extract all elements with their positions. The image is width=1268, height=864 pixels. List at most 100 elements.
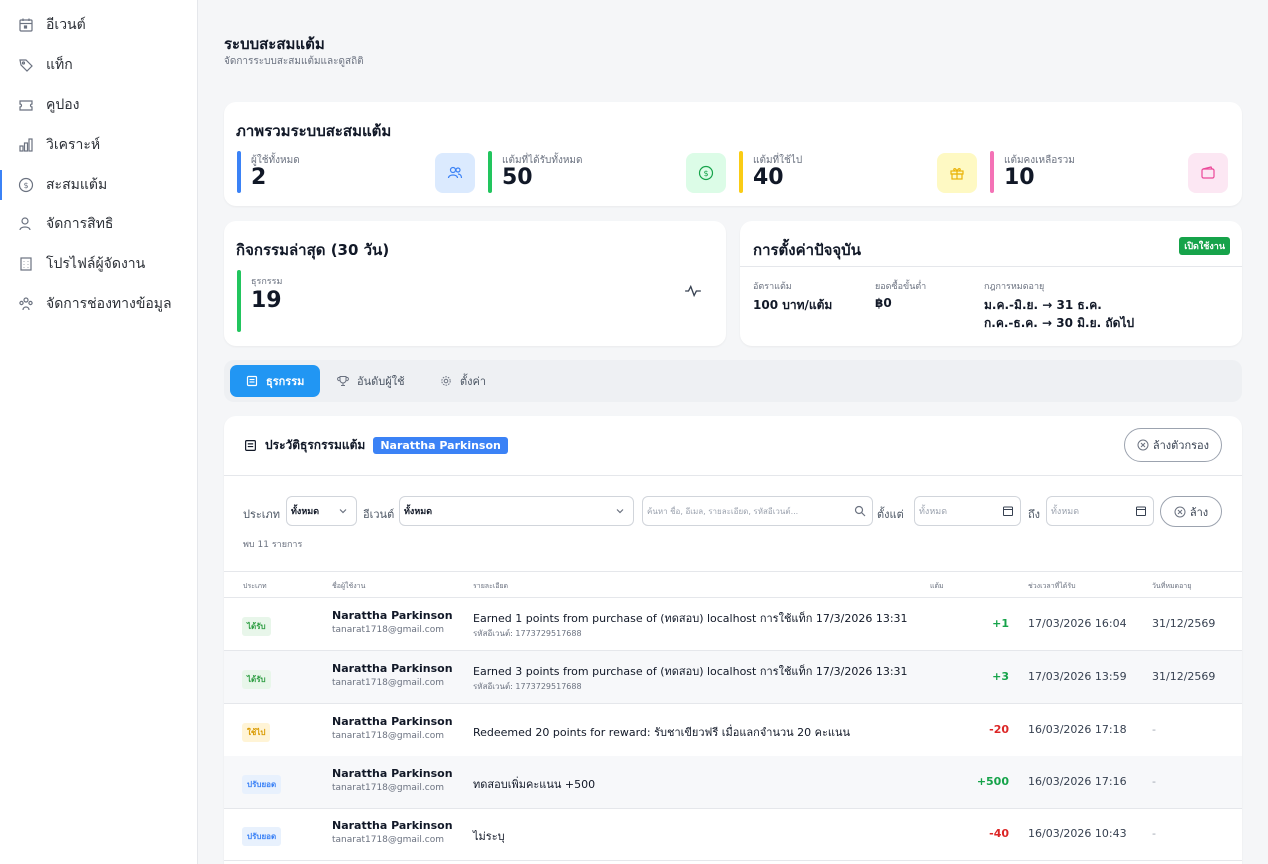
table-row[interactable]: ได้รับ Narattha Parkinson tanarat1718@gm…: [224, 651, 1242, 704]
user-name: Narattha Parkinson: [332, 609, 453, 622]
row-time: 16/03/2026 17:16: [1028, 775, 1127, 788]
stat-value: 2: [251, 165, 267, 190]
sidebar-item-events[interactable]: อีเวนต์: [0, 10, 197, 40]
row-description: Redeemed 20 points for reward: รับชาเขีย…: [473, 726, 851, 739]
tab-bar: ธุรกรรม อันดับผู้ใช้ ตั้งค่า: [224, 360, 1242, 402]
tag-icon: [19, 59, 33, 72]
row-expiry: -: [1152, 775, 1156, 788]
sidebar-item-label: โปรไฟล์ผู้จัดงาน: [46, 256, 146, 272]
event-filter-label: อีเวนต์: [363, 508, 395, 521]
close-circle-icon: [1137, 439, 1149, 451]
settings-title: การตั้งค่าปัจจุบัน: [753, 241, 861, 259]
type-badge: ปรับยอด: [242, 775, 282, 794]
clear-filters-button[interactable]: ล้างตัวกรอง: [1123, 428, 1222, 462]
row-description: ทดสอบเพิ่มคะแนน +500: [473, 778, 596, 791]
row-expiry: 31/12/2569: [1152, 670, 1216, 683]
type-badge: ได้รับ: [242, 670, 271, 689]
from-date-value: ทั้งหมด: [919, 507, 948, 517]
sidebar-item-points[interactable]: $ สะสมแต้ม: [0, 170, 197, 200]
row-expiry: -: [1152, 827, 1156, 840]
tab-label: ตั้งค่า: [460, 375, 487, 388]
sidebar-item-label: สะสมแต้ม: [46, 177, 108, 193]
expiry-rule-1: ม.ค.-มิ.ย. → 31 ธ.ค.: [984, 298, 1102, 312]
sidebar-item-data-channels[interactable]: จัดการช่องทางข้อมูล: [0, 289, 197, 319]
calendar-icon: [1136, 506, 1146, 516]
tab-transactions[interactable]: ธุรกรรม: [230, 365, 321, 397]
clear-button[interactable]: ล้าง: [1160, 496, 1222, 527]
stat-label: ผู้ใช้ทั้งหมด: [251, 155, 300, 166]
list-icon: [245, 440, 256, 451]
type-badge: ใช้ไป: [242, 723, 271, 742]
column-header: แต้ม: [930, 582, 944, 590]
user-name: Narattha Parkinson: [332, 767, 453, 780]
table-row[interactable]: ปรับยอด Narattha Parkinson tanarat1718@g…: [224, 808, 1242, 861]
ticket-icon: [19, 100, 33, 111]
chevron-down-icon: [616, 509, 624, 514]
column-header: ช่วงเวลาที่ได้รับ: [1028, 582, 1076, 590]
table-row[interactable]: ได้รับ Narattha Parkinson tanarat1718@gm…: [224, 598, 1242, 651]
sidebar-item-label: วิเคราะห์: [46, 137, 101, 153]
row-description: Earned 3 points from purchase of (ทดสอบ)…: [473, 665, 908, 678]
sidebar: อีเวนต์ แท็ก คูปอง วิเคราะห์ $ สะสมแต้ม …: [0, 0, 198, 864]
row-description: ไม่ระบุ: [473, 830, 505, 843]
row-points: +1: [992, 617, 1009, 630]
search-icon: [854, 505, 866, 517]
stat-points-earned: แต้มที่ได้รับทั้งหมด 50 $: [488, 149, 728, 195]
table-row[interactable]: ใช้ไป Narattha Parkinson tanarat1718@gma…: [224, 704, 1242, 757]
type-filter-label: ประเภท: [243, 508, 281, 521]
user-name: Narattha Parkinson: [332, 662, 453, 675]
row-description: Earned 1 points from purchase of (ทดสอบ)…: [473, 612, 908, 625]
page-title: ระบบสะสมแต้ม: [224, 35, 325, 53]
list-icon: [246, 375, 258, 387]
type-filter-select[interactable]: ทั้งหมด: [286, 496, 357, 526]
sidebar-item-organizer-profile[interactable]: โปรไฟล์ผู้จัดงาน: [0, 249, 197, 279]
result-count: พบ 11 รายการ: [243, 540, 303, 550]
status-badge: เปิดใช้งาน: [1179, 237, 1230, 255]
from-date-input[interactable]: ทั้งหมด: [914, 496, 1021, 526]
tab-leaderboard[interactable]: อันดับผู้ใช้: [321, 365, 421, 397]
rate-label: อัตราแต้ม: [753, 282, 792, 292]
clear-button-label: ล้าง: [1189, 505, 1209, 519]
column-header: วันที่หมดอายุ: [1152, 582, 1192, 590]
event-filter-value: ทั้งหมด: [404, 507, 433, 517]
sidebar-item-analytics[interactable]: วิเคราะห์: [0, 130, 197, 160]
stat-points-used: แต้มที่ใช้ไป 40: [739, 149, 979, 195]
row-expiry: 31/12/2569: [1152, 617, 1216, 630]
sidebar-item-label: แท็ก: [46, 57, 73, 73]
user-email: tanarat1718@gmail.com: [332, 731, 444, 741]
search-placeholder: ค้นหา ชื่อ, อีเมล, รายละเอียด, รหัสอีเวน…: [647, 506, 799, 516]
table-row[interactable]: ปรับยอด Narattha Parkinson tanarat1718@g…: [224, 756, 1242, 809]
expiry-rule-2: ก.ค.-ธ.ค. → 30 มิ.ย. ถัดไป: [984, 316, 1135, 330]
activity-icon: [685, 284, 701, 298]
settings-card: การตั้งค่าปัจจุบัน เปิดใช้งาน อัตราแต้ม …: [740, 221, 1242, 346]
to-date-input[interactable]: ทั้งหมด: [1046, 496, 1154, 526]
sidebar-item-tags[interactable]: แท็ก: [0, 50, 197, 80]
row-points: +500: [976, 775, 1009, 788]
user-icon: [19, 217, 31, 231]
row-points: -40: [989, 827, 1009, 840]
column-header: ชื่อผู้ใช้งาน: [332, 582, 366, 590]
overview-card: ภาพรวมระบบสะสมแต้ม ผู้ใช้ทั้งหมด 2 แต้มท…: [224, 102, 1242, 206]
stat-value: 10: [1004, 165, 1035, 190]
building-icon: [20, 257, 32, 271]
svg-text:$: $: [703, 169, 708, 178]
search-input[interactable]: ค้นหา ชื่อ, อีเมล, รายละเอียด, รหัสอีเวน…: [642, 496, 873, 526]
row-time: 17/03/2026 13:59: [1028, 670, 1127, 683]
sidebar-item-permissions[interactable]: จัดการสิทธิ: [0, 209, 197, 239]
overview-title: ภาพรวมระบบสะสมแต้ม: [236, 122, 392, 140]
stat-value: 40: [753, 165, 784, 190]
event-filter-select[interactable]: ทั้งหมด: [399, 496, 634, 526]
tab-settings[interactable]: ตั้งค่า: [424, 365, 502, 397]
row-event-id: รหัสอีเวนต์: 1773729517688: [473, 629, 582, 638]
sidebar-item-coupons[interactable]: คูปอง: [0, 90, 197, 120]
from-date-label: ตั้งแต่: [877, 508, 904, 521]
user-email: tanarat1718@gmail.com: [332, 678, 444, 688]
trophy-icon: [337, 376, 349, 386]
min-purchase-label: ยอดซื้อขั้นต่ำ: [875, 282, 927, 292]
users-icon: [19, 297, 33, 311]
transactions-card: ประวัติธุรกรรมแต้ม Narattha Parkinson ล้…: [224, 416, 1242, 864]
bar-chart-icon: [19, 138, 33, 152]
transactions-title: ประวัติธุรกรรมแต้ม: [265, 438, 366, 452]
stat-total-users: ผู้ใช้ทั้งหมด 2: [237, 149, 477, 195]
activity-label: ธุรกรรม: [251, 277, 283, 287]
